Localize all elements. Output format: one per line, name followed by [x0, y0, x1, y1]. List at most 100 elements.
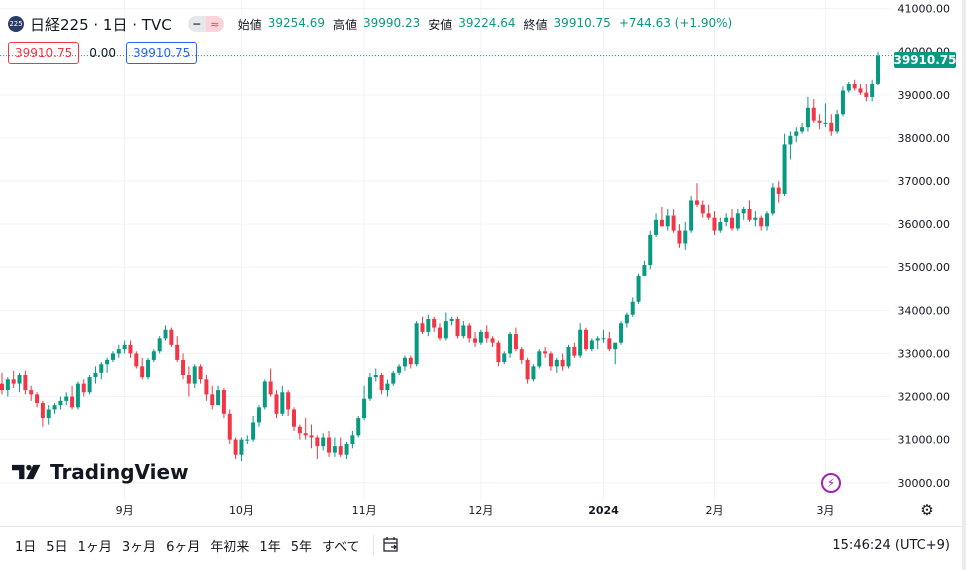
candle-body: [858, 88, 863, 93]
candle-body: [344, 443, 349, 455]
candle-body: [443, 321, 448, 339]
candle-body: [362, 398, 367, 419]
candle-body: [478, 331, 483, 343]
current-price-label: 39910.75: [893, 52, 957, 68]
candle-body: [712, 217, 717, 231]
gear-icon[interactable]: ⚙: [920, 501, 934, 519]
candle-body: [654, 219, 659, 235]
candle-body: [356, 418, 361, 436]
candle-body: [519, 349, 524, 360]
price-axis[interactable]: 30000.00 31000.00 32000.00 33000.00 34000.00…: [898, 3, 951, 490]
candle-body: [221, 390, 226, 414]
candle-body: [864, 92, 869, 97]
candle-body: [181, 359, 186, 375]
range-6m[interactable]: 6ヶ月: [166, 539, 201, 555]
wave-icon[interactable]: ≈: [205, 16, 224, 32]
time-axis[interactable]: 9月 10月 11月 12月 2024 2月 3月: [116, 504, 835, 517]
candle-body: [29, 390, 34, 395]
candle-body: [601, 338, 606, 340]
candle-body: [589, 340, 594, 350]
candle-body: [52, 405, 57, 410]
candles: [0, 52, 880, 462]
ohlc-open-label: 始値: [237, 17, 262, 32]
price-tick-label: 31000.00: [898, 434, 951, 447]
range-3m[interactable]: 3ヶ月: [121, 539, 157, 555]
range-ytd[interactable]: 年初来: [210, 539, 250, 555]
candle-body: [210, 394, 215, 406]
chart-header: 225 日経225 · 1日 · TVC ━ ≈ 始値 39254.69 高値 39…: [8, 12, 734, 36]
candle-body: [40, 403, 45, 419]
candle-body: [251, 422, 256, 440]
candle-body: [256, 407, 261, 423]
ohlc-open-value: 39254.69: [267, 15, 325, 30]
time-tick-label: 2月: [705, 504, 723, 517]
bolt-icon[interactable]: ⚡: [821, 473, 841, 493]
candle-body: [735, 213, 740, 229]
candle-body: [58, 400, 63, 406]
candle-body: [216, 390, 221, 406]
footer-toolbar: 1日 5日 1ヶ月 3ヶ月 6ヶ月 年初来 1年 5年 すべて 15:46:24…: [0, 526, 966, 563]
price-tick-label: 35000.00: [898, 261, 951, 274]
sell-price-box[interactable]: 39910.75: [8, 42, 80, 64]
candle-body: [134, 353, 139, 367]
candle-body: [122, 344, 127, 350]
range-1m[interactable]: 1ヶ月: [77, 539, 112, 555]
candle-body: [192, 366, 197, 384]
candle-body: [490, 338, 495, 343]
candle-body: [227, 413, 232, 440]
time-tick-label: 2024: [588, 504, 619, 517]
ohlc-close-label: 終値: [523, 17, 548, 32]
candle-body: [262, 381, 267, 408]
candle-body: [140, 366, 145, 378]
minus-icon[interactable]: ━: [187, 16, 206, 32]
clock-timezone[interactable]: 15:46:24 (UTC+9): [832, 537, 950, 553]
candle-body: [420, 323, 425, 332]
candle-body: [274, 394, 279, 414]
candle-body: [624, 314, 629, 324]
candle-body: [805, 107, 810, 128]
range-5y[interactable]: 5年: [290, 539, 312, 555]
range-selector: 1日 5日 1ヶ月 3ヶ月 6ヶ月 年初来 1年 5年 すべて: [10, 536, 365, 555]
candle-body: [292, 409, 296, 427]
compare-toggle[interactable]: ━ ≈: [187, 16, 224, 32]
candle-body: [840, 90, 845, 115]
candle-body: [759, 217, 764, 227]
window-edge: [962, 0, 966, 570]
range-5d[interactable]: 5日: [46, 539, 68, 555]
candle-body: [163, 329, 168, 339]
candle-body: [338, 446, 343, 455]
chart-grid: [0, 0, 890, 500]
candle-body: [198, 366, 203, 380]
tradingview-logo[interactable]: TradingView: [12, 460, 189, 484]
candle-body: [449, 318, 454, 322]
candle-body: [175, 344, 180, 360]
range-all[interactable]: すべて: [321, 539, 360, 555]
price-tick-label: 34000.00: [898, 304, 951, 317]
price-tick-label: 41000.00: [898, 3, 951, 16]
candlestick-chart[interactable]: 30000.00 31000.00 32000.00 33000.00 34000.00…: [0, 0, 966, 526]
candle-body: [75, 383, 80, 408]
symbol-title[interactable]: 日経225 · 1日 · TVC: [30, 15, 172, 34]
candle-body: [537, 351, 542, 367]
candle-body: [315, 437, 320, 447]
symbol-badge[interactable]: 225: [8, 16, 24, 32]
candle-body: [64, 396, 69, 401]
range-1y[interactable]: 1年: [259, 539, 281, 555]
calendar-goto-icon[interactable]: [382, 536, 400, 554]
ohlc-high-value: 39990.23: [362, 15, 421, 30]
candle-body: [0, 383, 4, 391]
candle-body: [473, 338, 478, 343]
candle-body: [432, 318, 437, 328]
candle-body: [245, 439, 250, 441]
candle-body: [753, 217, 758, 220]
candle-body: [747, 209, 752, 220]
buy-price-box[interactable]: 39910.75: [125, 42, 198, 64]
candle-body: [408, 357, 413, 365]
candle-body: [876, 55, 880, 84]
range-1d[interactable]: 1日: [15, 539, 37, 555]
candle-body: [648, 234, 653, 266]
price-tick-label: 37000.00: [898, 175, 951, 188]
candle-body: [128, 344, 133, 354]
candle-body: [391, 372, 396, 384]
candle-body: [17, 375, 22, 384]
